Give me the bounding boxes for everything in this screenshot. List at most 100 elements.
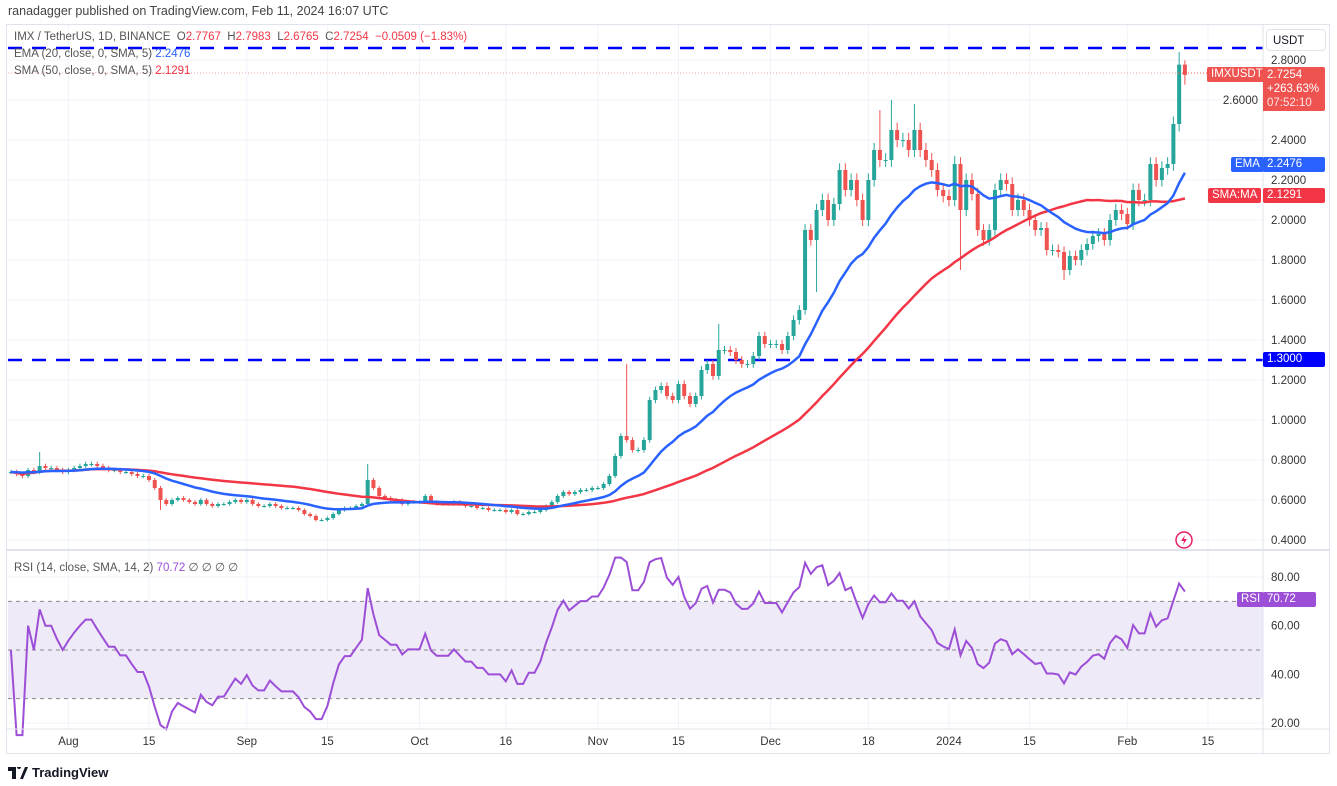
candle-body bbox=[503, 510, 508, 512]
candle bbox=[935, 163, 940, 197]
candle-body bbox=[918, 130, 923, 150]
candles bbox=[8, 52, 1187, 522]
candle-body bbox=[1148, 164, 1153, 200]
candle bbox=[1044, 222, 1049, 256]
candle-body bbox=[239, 500, 244, 502]
time-tick-label: 15 bbox=[672, 736, 685, 748]
candle bbox=[331, 512, 336, 520]
candle-body bbox=[187, 500, 192, 502]
symbol-name[interactable]: IMX / TetherUS, 1D, BINANCE bbox=[14, 31, 171, 43]
candle bbox=[866, 173, 871, 226]
candle bbox=[49, 465, 54, 471]
candle bbox=[515, 508, 520, 516]
candle bbox=[1039, 222, 1044, 236]
candle-body bbox=[210, 504, 215, 506]
candle bbox=[687, 392, 692, 408]
candle-body bbox=[1050, 250, 1055, 251]
candle bbox=[785, 331, 790, 355]
time-tick-label: 15 bbox=[1202, 736, 1215, 748]
candle-body bbox=[659, 386, 664, 390]
candle bbox=[1125, 207, 1130, 230]
time-tick-label: Sep bbox=[237, 736, 257, 748]
time-tick-label: Feb bbox=[1117, 736, 1137, 748]
candle-body bbox=[54, 468, 59, 470]
candle-body bbox=[975, 194, 980, 230]
candle-body bbox=[906, 140, 911, 150]
time-tick-label: 15 bbox=[143, 736, 156, 748]
candle-body bbox=[359, 504, 364, 506]
candle-body bbox=[290, 508, 295, 509]
candle-body bbox=[49, 468, 54, 469]
candle bbox=[808, 224, 813, 246]
candle bbox=[250, 498, 255, 506]
candle-body bbox=[952, 164, 957, 200]
candle-body bbox=[613, 456, 618, 476]
candle bbox=[981, 224, 986, 246]
candle-body bbox=[170, 500, 175, 504]
candle bbox=[900, 132, 905, 148]
candle-body bbox=[336, 510, 341, 514]
candle bbox=[1079, 244, 1084, 266]
price-tick-label: 1.4000 bbox=[1271, 335, 1306, 347]
candle bbox=[601, 481, 606, 490]
candle bbox=[158, 486, 163, 510]
candle bbox=[624, 364, 629, 443]
candle-body bbox=[1085, 244, 1090, 250]
candle-body bbox=[987, 230, 992, 240]
candle bbox=[221, 502, 226, 506]
tradingview-logo[interactable]: TradingView bbox=[8, 765, 108, 780]
candle bbox=[308, 512, 313, 518]
candle-body bbox=[757, 336, 762, 356]
candle-body bbox=[72, 468, 77, 470]
rsi-tag-name: RSI bbox=[1237, 592, 1265, 607]
candle-body bbox=[83, 464, 88, 466]
candle bbox=[768, 339, 773, 349]
candle bbox=[1177, 52, 1182, 132]
candle-body bbox=[549, 502, 554, 506]
price-tick-label: 1.2000 bbox=[1271, 375, 1306, 387]
candle bbox=[745, 360, 750, 368]
rsi-legend[interactable]: RSI (14, close, SMA, 14, 2) 70.72 ∅ ∅ ∅ … bbox=[14, 562, 239, 574]
candle-body bbox=[492, 510, 497, 511]
candle bbox=[302, 508, 307, 516]
candle-body bbox=[923, 150, 928, 160]
ema-legend[interactable]: EMA (20, close, 0, SMA, 5) 2.2476 bbox=[14, 48, 191, 60]
publisher-line: ranadagger published on TradingView.com,… bbox=[8, 4, 389, 18]
candle-body bbox=[221, 504, 226, 505]
candle bbox=[975, 187, 980, 236]
candle bbox=[682, 380, 687, 400]
ema-20-line bbox=[10, 172, 1186, 511]
candle bbox=[693, 392, 698, 408]
candle-body bbox=[946, 196, 951, 200]
candle-body bbox=[837, 170, 842, 204]
candle-body bbox=[308, 514, 313, 516]
candle bbox=[791, 315, 796, 341]
ema-tag-value: 2.2476 bbox=[1263, 157, 1325, 172]
candle-body bbox=[331, 514, 336, 518]
sma-legend[interactable]: SMA (50, close, 0, SMA, 5) 2.1291 bbox=[14, 65, 191, 77]
candle-body bbox=[895, 130, 900, 140]
candle bbox=[929, 153, 934, 177]
candle-body bbox=[705, 364, 710, 370]
candle bbox=[509, 508, 514, 514]
candle bbox=[170, 498, 175, 506]
currency-button[interactable]: USDT bbox=[1266, 29, 1326, 51]
candle-body bbox=[630, 440, 635, 450]
price-tick-label: 0.8000 bbox=[1271, 455, 1306, 467]
candle-body bbox=[1090, 236, 1095, 244]
candle bbox=[826, 193, 831, 226]
candle bbox=[572, 490, 577, 496]
candle-body bbox=[780, 344, 785, 350]
candle-body bbox=[146, 476, 151, 480]
candle bbox=[95, 461, 100, 469]
candle bbox=[872, 142, 877, 187]
rsi-tick-label: 20.00 bbox=[1271, 718, 1300, 730]
rsi-tick-label: 60.00 bbox=[1271, 621, 1300, 633]
candle bbox=[480, 506, 485, 510]
candle bbox=[526, 510, 531, 516]
candle bbox=[492, 508, 497, 512]
axes: 2.8000 2.6000 2.4000 2.2000 2.0000 1.8000 1.60… bbox=[58, 55, 1306, 748]
candle bbox=[803, 224, 808, 315]
candle-body bbox=[480, 508, 485, 509]
